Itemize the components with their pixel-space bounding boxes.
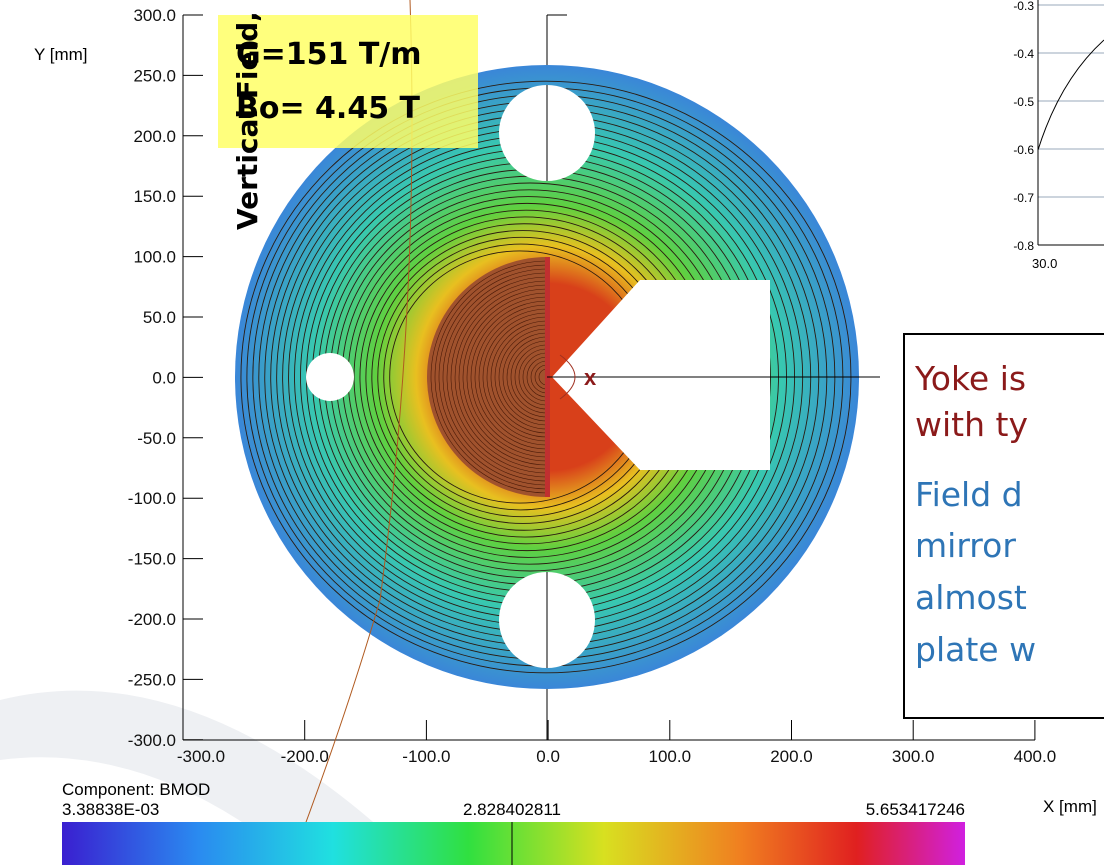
inset-y-label: Vertical Field, [231,11,264,230]
x-tick-label: 300.0 [892,747,935,766]
inset-curve [1038,40,1104,150]
text-line: plate w [915,630,1036,669]
y-tick-label: 300.0 [133,6,176,25]
y-tick-label: -100.0 [128,489,176,508]
colorbar [62,822,965,865]
y-tick-label: 250.0 [133,66,176,85]
slide: x G=151 T/m Bo= 4.45 T Y [mm] X [mm] 300… [0,0,1104,865]
x-tick-label: -100.0 [402,747,450,766]
inset-y-tick-label: -0.5 [1013,95,1034,109]
inset-y-tick-label: -0.7 [1013,191,1034,205]
text-line: Yoke is [914,359,1026,398]
inset-y-tick-label: -0.4 [1013,47,1034,61]
x-tick-label: 400.0 [1014,747,1057,766]
colorbar-title: Component: BMOD [62,780,210,799]
x-tick-label: -300.0 [177,747,225,766]
inset-x-tick: 30.0 [1032,256,1057,271]
y-axis-label: Y [mm] [34,45,88,64]
colorbar-label: 3.38838E-03 [62,800,159,819]
x-ticks: -300.0 -200.0 -100.0 0.0 100.0 200.0 300.0 400.… [177,720,1056,766]
x-tick-label: 0.0 [536,747,560,766]
origin-marker: x [584,365,597,390]
y-tick-label: 0.0 [152,368,176,387]
y-tick-label: -250.0 [128,670,176,689]
page: {"plot": {"y_label": "Y [mm]", "x_label"… [0,0,1104,865]
x-tick-label: 100.0 [649,747,692,766]
text-line: with ty [915,405,1028,444]
y-tick-label: 150.0 [133,187,176,206]
x-tick-label: -200.0 [281,747,329,766]
y-tick-label: -300.0 [128,731,176,750]
y-tick-label: -50.0 [137,429,176,448]
y-tick-label: 200.0 [133,127,176,146]
y-tick-label: 100.0 [133,248,176,267]
colorbar-label: 5.653417246 [866,800,965,819]
y-tick-label: 50.0 [143,308,176,327]
inset-y-tick-label: -0.6 [1013,143,1034,157]
x-tick-label: 200.0 [770,747,813,766]
text-line: almost [915,578,1027,617]
inset-y-tick-label: -0.8 [1013,239,1034,253]
x-axis-label: X [mm] [1043,797,1097,816]
y-ticks: 300.0 250.0 200.0 150.0 100.0 50.0 0.0 -50.0 -10… [128,6,203,750]
y-tick-label: -200.0 [128,610,176,629]
colorbar-label: 2.828402811 [463,800,561,819]
text-line: Field d [915,475,1023,514]
inset-y-tick-label: -0.3 [1013,0,1034,13]
y-tick-label: -150.0 [128,550,176,569]
text-line: mirror [915,526,1016,565]
